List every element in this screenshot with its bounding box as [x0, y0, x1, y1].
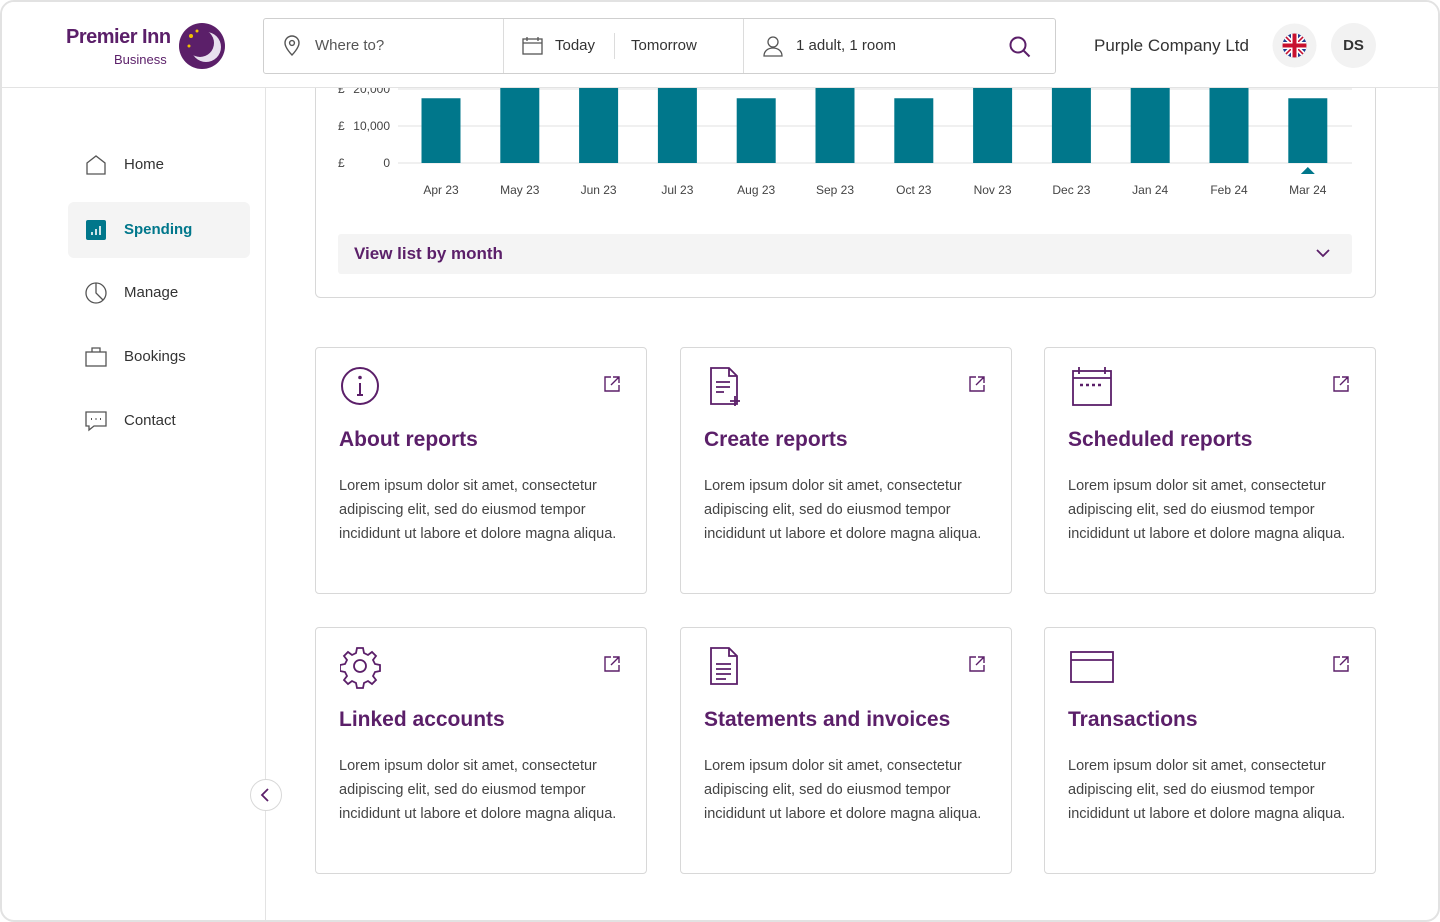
card-text: Lorem ipsum dolor sit amet, consectetur … — [339, 758, 617, 822]
x-tick-label: Mar 24 — [1289, 183, 1327, 197]
nav-item[interactable]: Bookings — [68, 329, 250, 385]
x-tick-label: Oct 23 — [896, 183, 932, 197]
report-card[interactable]: Transactions Lorem ipsum dolor sit amet, … — [1044, 627, 1376, 874]
bar — [579, 81, 619, 163]
checkout-date[interactable]: Tomorrow — [631, 37, 697, 54]
report-card[interactable]: About reports Lorem ipsum dolor sit amet,… — [315, 347, 647, 594]
view-list-label: View list by month — [354, 244, 503, 263]
sidebar: Home Spending Manage Bookings Contact — [2, 88, 282, 920]
location-icon — [284, 35, 300, 56]
card-icon — [1070, 651, 1114, 683]
currency-symbol: £ — [338, 156, 345, 170]
x-tick-label: Jun 23 — [581, 183, 617, 197]
card-icon — [340, 647, 381, 689]
card-icon — [341, 367, 379, 405]
bar — [894, 98, 934, 163]
card-title: Scheduled reports — [1068, 428, 1253, 451]
external-link-icon[interactable] — [604, 376, 620, 392]
report-card[interactable]: Scheduled reports Lorem ipsum dolor sit a… — [1044, 347, 1376, 594]
card-icon — [710, 367, 740, 406]
bar — [736, 98, 776, 163]
bar — [421, 98, 461, 163]
card-title: Transactions — [1068, 708, 1198, 731]
card-text: Lorem ipsum dolor sit amet, consectetur … — [1068, 758, 1346, 822]
language-flag[interactable] — [1272, 23, 1317, 68]
report-card[interactable]: Linked accounts Lorem ipsum dolor sit ame… — [315, 627, 647, 874]
bar — [657, 81, 697, 163]
user-avatar[interactable]: DS — [1331, 23, 1376, 68]
home-icon — [86, 155, 106, 175]
spending-icon — [86, 220, 106, 240]
card-title: Create reports — [704, 428, 848, 451]
nav-item[interactable]: Contact — [68, 393, 250, 449]
bar — [1288, 98, 1328, 163]
card-icon — [710, 647, 738, 685]
search-bar: Where to? Today Tomorrow 1 adult, 1 room — [263, 18, 1056, 74]
currency-symbol: £ — [338, 82, 345, 96]
brand-sub: Business — [114, 52, 167, 67]
x-tick-label: Dec 23 — [1052, 183, 1090, 197]
view-list-toggle[interactable]: View list by month — [338, 234, 1352, 274]
nav-label: Home — [124, 156, 165, 173]
currency-symbol: £ — [338, 119, 345, 133]
bar — [500, 81, 540, 163]
x-tick-label: Nov 23 — [974, 183, 1012, 197]
card-icon — [1072, 367, 1112, 406]
guest-icon — [763, 36, 783, 57]
external-link-icon[interactable] — [969, 656, 985, 672]
x-tick-label: Aug 23 — [737, 183, 775, 197]
bar — [1209, 81, 1249, 163]
y-tick-label: 10,000 — [353, 119, 390, 133]
manage-icon — [85, 282, 107, 304]
calendar-icon — [522, 37, 543, 55]
nav-item[interactable]: Home — [68, 137, 250, 193]
chevron-icon — [1316, 249, 1330, 258]
nav-item[interactable]: Spending — [68, 202, 250, 258]
card-text: Lorem ipsum dolor sit amet, consectetur … — [339, 478, 617, 542]
card-title: Statements and invoices — [704, 708, 951, 731]
x-tick-label: Jan 24 — [1132, 183, 1168, 197]
card-title: Linked accounts — [339, 708, 505, 731]
company-name[interactable]: Purple Company Ltd — [1094, 36, 1249, 55]
card-text: Lorem ipsum dolor sit amet, consectetur … — [704, 758, 982, 822]
x-tick-label: Feb 24 — [1210, 183, 1248, 197]
bar — [1130, 81, 1170, 163]
nav-label: Manage — [124, 284, 179, 301]
guests-input[interactable]: 1 adult, 1 room — [796, 37, 897, 54]
external-link-icon[interactable] — [1333, 656, 1349, 672]
external-link-icon[interactable] — [969, 376, 985, 392]
nav-label: Spending — [124, 221, 193, 238]
brand-name[interactable]: Premier Inn — [66, 26, 171, 48]
nav-item[interactable]: Manage — [68, 265, 250, 321]
bar — [1051, 81, 1091, 163]
x-tick-label: Sep 23 — [816, 183, 854, 197]
card-text: Lorem ipsum dolor sit amet, consectetur … — [704, 478, 982, 542]
x-tick-label: May 23 — [500, 183, 540, 197]
y-tick-label: 0 — [383, 156, 390, 170]
bookings-icon — [85, 347, 107, 367]
header: Premier Inn Business Where to? Today Tom… — [2, 2, 1438, 88]
nav-label: Bookings — [124, 348, 186, 365]
brand-logo — [179, 23, 225, 69]
search-button[interactable] — [1008, 35, 1032, 59]
contact-icon — [85, 411, 107, 432]
selected-marker — [1300, 167, 1315, 174]
report-card[interactable]: Create reports Lorem ipsum dolor sit amet… — [680, 347, 1012, 594]
report-card[interactable]: Statements and invoices Lorem ipsum dolor… — [680, 627, 1012, 874]
where-input[interactable]: Where to? — [315, 37, 385, 54]
external-link-icon[interactable] — [604, 656, 620, 672]
x-tick-label: Jul 23 — [661, 183, 693, 197]
external-link-icon[interactable] — [1333, 376, 1349, 392]
x-tick-label: Apr 23 — [423, 183, 459, 197]
bar — [973, 81, 1013, 163]
nav-label: Contact — [124, 412, 176, 429]
collapse-button[interactable] — [249, 778, 283, 812]
bar — [815, 81, 855, 163]
checkin-date[interactable]: Today — [555, 37, 596, 54]
card-text: Lorem ipsum dolor sit amet, consectetur … — [1068, 478, 1346, 542]
card-title: About reports — [339, 428, 478, 451]
